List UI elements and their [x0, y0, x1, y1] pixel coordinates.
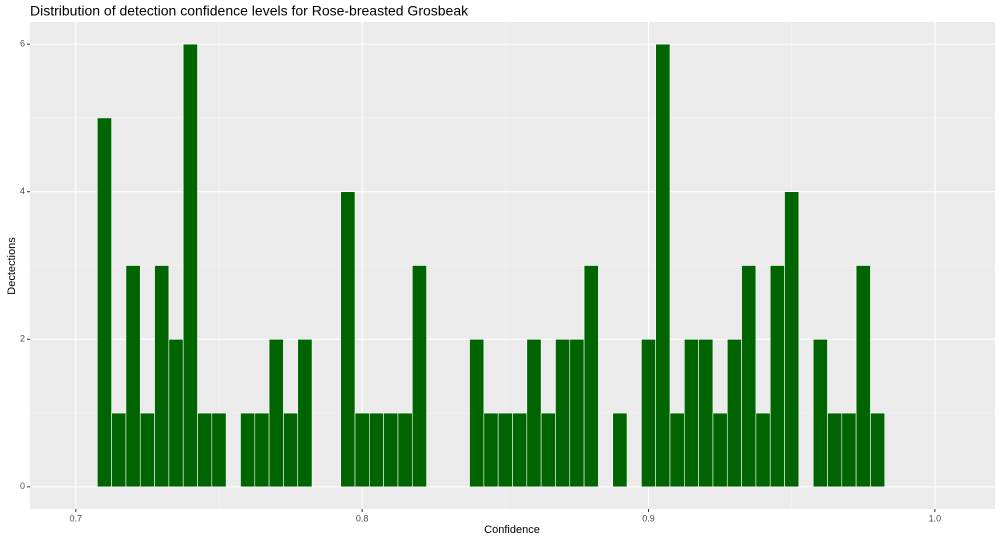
bar [755, 412, 771, 488]
bar [297, 338, 313, 488]
bar [841, 412, 857, 488]
y-tick-label: 6 [20, 39, 25, 49]
bar [812, 338, 828, 488]
bar [483, 412, 499, 488]
bar [612, 412, 628, 488]
bar [268, 338, 284, 488]
x-tick-label: 0.7 [70, 513, 83, 523]
bar [168, 338, 184, 488]
bar [125, 265, 141, 488]
y-axis-label: Dectections [6, 237, 18, 295]
x-tick-label: 0.8 [356, 513, 369, 523]
bar [827, 412, 843, 488]
bar [96, 117, 112, 488]
bar [769, 265, 785, 488]
bar [655, 43, 671, 488]
bar [139, 412, 155, 488]
bar [784, 191, 800, 488]
bar [698, 338, 714, 488]
bar [583, 265, 599, 488]
bar [684, 338, 699, 488]
bar [283, 412, 299, 488]
x-axis-label: Confidence [484, 524, 540, 536]
bar [154, 265, 170, 488]
bar [411, 265, 427, 488]
bar [369, 412, 384, 488]
bar [555, 338, 571, 488]
bar [497, 412, 513, 488]
bar [726, 338, 742, 488]
bar [354, 412, 370, 488]
bar [540, 412, 556, 488]
bar [512, 412, 528, 488]
x-tick-label: 1.0 [929, 513, 942, 523]
x-tick-label: 0.9 [642, 513, 655, 523]
bar [569, 338, 585, 488]
bar [669, 412, 685, 488]
y-tick-label: 2 [20, 334, 25, 344]
bar [397, 412, 413, 488]
bar [712, 412, 728, 488]
bar [111, 412, 127, 488]
y-tick-label: 0 [20, 481, 25, 491]
bar [741, 265, 757, 488]
bar [855, 265, 871, 488]
bar [211, 412, 227, 488]
bar [641, 338, 656, 488]
bar [526, 338, 542, 488]
bar [254, 412, 270, 488]
bar [469, 338, 485, 488]
bar [182, 43, 198, 488]
bar [340, 191, 356, 488]
y-tick-label: 4 [20, 186, 25, 196]
bar [383, 412, 399, 488]
chart-title: Distribution of detection confidence lev… [30, 3, 469, 19]
bar [197, 412, 213, 488]
bar [870, 412, 886, 488]
bar [240, 412, 256, 488]
